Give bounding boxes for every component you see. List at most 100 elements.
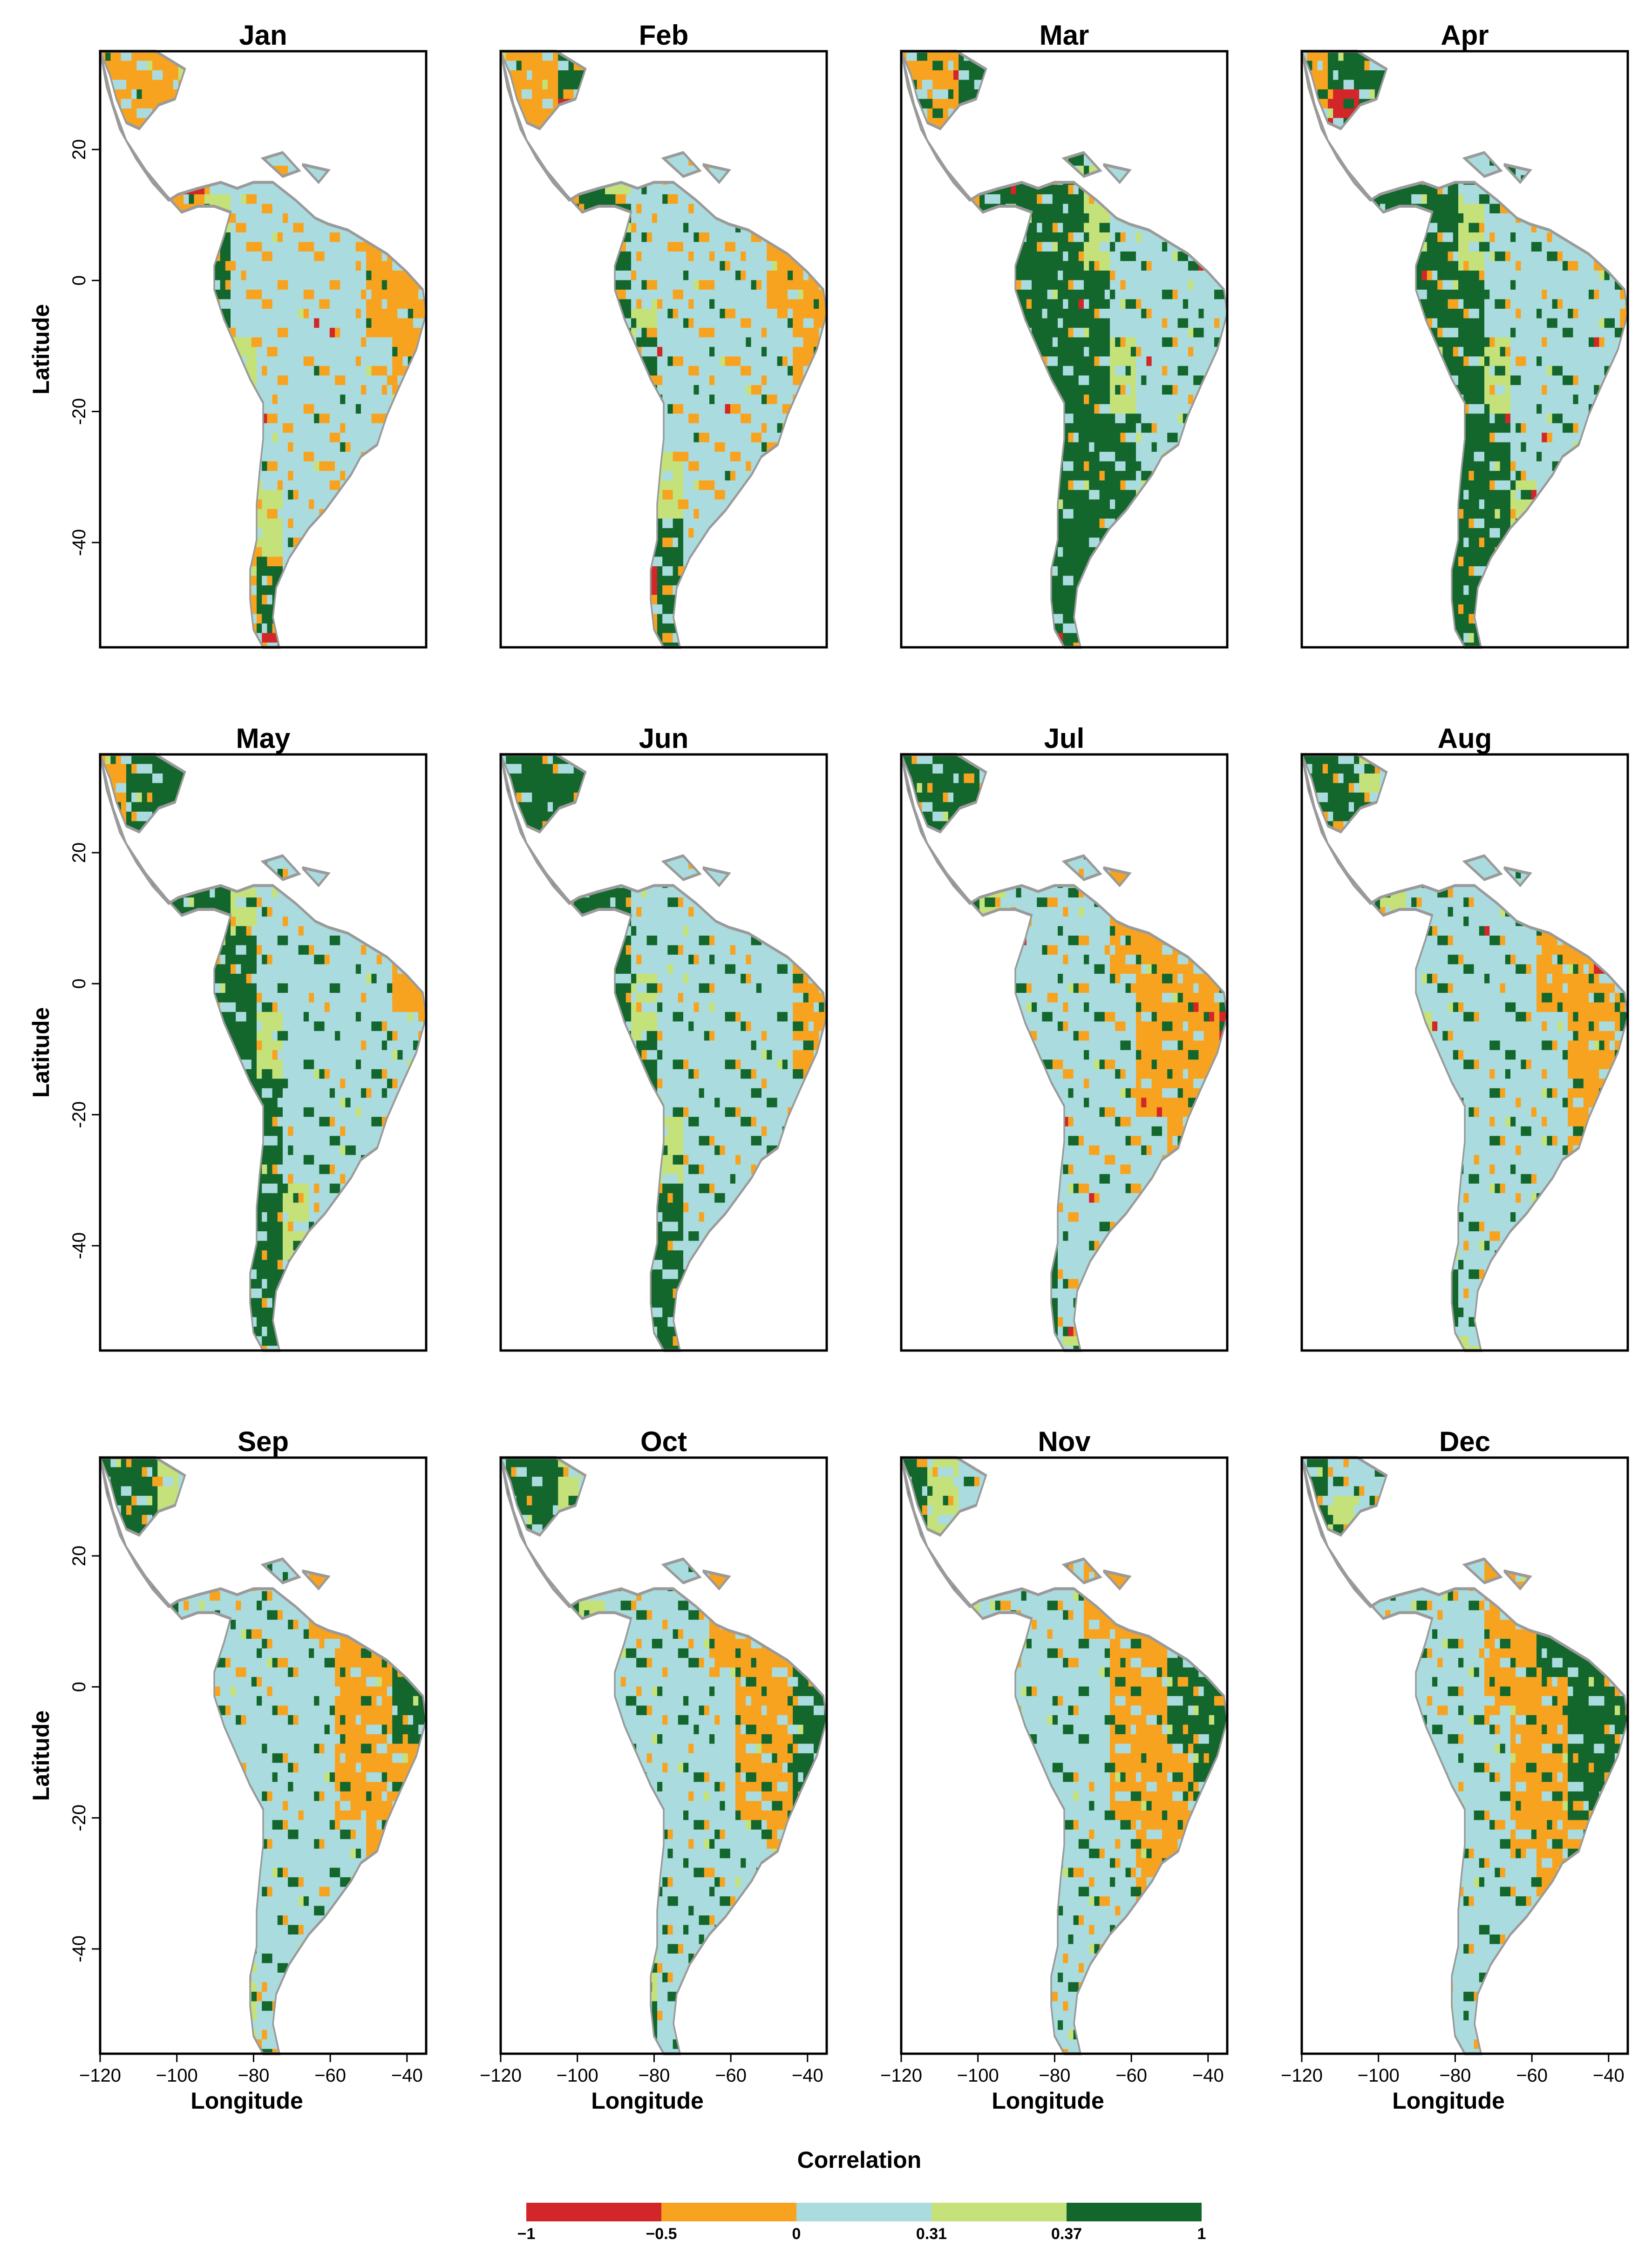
y-tick-label: -20 [69, 1805, 89, 1832]
x-tick-label: −80 [1439, 2065, 1471, 2086]
panel-frame [900, 50, 1229, 649]
panel-frame [499, 50, 828, 649]
legend-swatch [1067, 2203, 1202, 2221]
panel-frame [1300, 753, 1629, 1352]
x-tick-label: −100 [156, 2065, 198, 2086]
panel-frame [1300, 1456, 1629, 2055]
map-panel-jun: Jun [501, 723, 829, 1356]
x-axis-label: Longitude [190, 2088, 303, 2114]
map-panel-nov: Nov −120 −100 −80 −60 −40 [880, 1426, 1230, 2086]
x-tick-label: −40 [1593, 2065, 1625, 2086]
y-tick-label: -40 [69, 529, 89, 556]
legend-break-label: 0.37 [1051, 2225, 1082, 2243]
y-axis-label: Latitude [28, 1710, 54, 1801]
x-tick-label: −40 [1192, 2065, 1224, 2086]
map-panel-apr: Apr [1302, 20, 1631, 652]
panel-title: Jul [1044, 723, 1085, 754]
x-tick-label: −120 [880, 2065, 922, 2086]
y-tick-label: -20 [69, 1101, 89, 1128]
correlation-raster [1302, 754, 1628, 1351]
y-tick-label: -40 [69, 1935, 89, 1962]
panel-frame [499, 1456, 828, 2055]
x-tick-label: −120 [480, 2065, 522, 2086]
y-tick-label: 0 [69, 978, 89, 989]
x-tick-label: −60 [314, 2065, 346, 2086]
panel-title: Nov [1038, 1426, 1091, 1457]
x-tick-label: −120 [1281, 2065, 1323, 2086]
correlation-raster [501, 1458, 827, 2054]
map-panel-feb: Feb [501, 20, 829, 652]
panel-title: Aug [1438, 723, 1492, 754]
legend-swatch [931, 2203, 1067, 2221]
map-panel-jan: Jan 20 0 -20 -40 Latitude [28, 20, 429, 652]
correlation-raster [100, 754, 426, 1351]
correlation-raster [901, 51, 1227, 648]
legend-break-label: −1 [517, 2225, 536, 2243]
panel-frame [99, 753, 428, 1352]
panel-title: Feb [639, 20, 689, 51]
y-tick-label: 20 [69, 1546, 89, 1567]
legend-break-label: 0 [792, 2225, 801, 2243]
map-panel-sep: Sep 20 0 -20 -40 Latitude −120 −100 −80 −60 −40 [28, 1426, 429, 2086]
correlation-raster [1302, 1458, 1628, 2054]
x-tick-label: −40 [391, 2065, 423, 2086]
x-tick-label: −80 [238, 2065, 269, 2086]
x-tick-label: −80 [1039, 2065, 1070, 2086]
x-tick-label: −120 [79, 2065, 121, 2086]
correlation-raster [100, 1458, 426, 2054]
x-axis-label: Longitude [1392, 2088, 1505, 2114]
x-tick-label: −100 [1358, 2065, 1400, 2086]
panel-title: Jan [239, 20, 287, 51]
y-tick-label: -20 [69, 398, 89, 425]
y-tick-label: 0 [69, 1682, 89, 1692]
panel-frame [99, 50, 428, 649]
y-tick-label: 20 [69, 842, 89, 863]
map-panel-jul: Jul [901, 723, 1230, 1356]
x-tick-label: −100 [557, 2065, 598, 2086]
x-tick-label: −60 [1516, 2065, 1548, 2086]
panel-frame [900, 753, 1229, 1352]
y-axis-label: Latitude [28, 304, 54, 394]
panel-title: Oct [640, 1426, 687, 1457]
correlation-raster [1302, 51, 1628, 648]
panel-frame [900, 1456, 1229, 2055]
x-axis-label: Longitude [591, 2088, 704, 2114]
y-tick-label: 20 [69, 139, 89, 160]
correlation-legend: Correlation −1 −0.5 0 0.31 0.37 1 [517, 2147, 1206, 2243]
x-tick-label: −60 [1115, 2065, 1147, 2086]
x-tick-label: −40 [792, 2065, 823, 2086]
correlation-raster [901, 754, 1227, 1351]
legend-swatch [661, 2203, 796, 2221]
panel-title: Mar [1040, 20, 1089, 51]
map-panel-dec: Dec −120 −100 −80 −60 −40 [1281, 1426, 1631, 2086]
legend-break-label: 1 [1197, 2225, 1206, 2243]
legend-break-label: −0.5 [646, 2225, 677, 2243]
correlation-raster [901, 1458, 1227, 2054]
map-panel-aug: Aug [1302, 723, 1631, 1356]
panel-title: Dec [1439, 1426, 1490, 1457]
legend-break-label: 0.31 [916, 2225, 947, 2243]
x-tick-label: −60 [715, 2065, 747, 2086]
legend-title: Correlation [797, 2147, 922, 2173]
panel-title: Jun [639, 723, 689, 754]
legend-swatch [796, 2203, 931, 2221]
legend-swatch [526, 2203, 661, 2221]
correlation-raster [501, 51, 827, 648]
y-tick-label: -40 [69, 1232, 89, 1259]
panel-frame [499, 753, 828, 1352]
x-tick-label: −80 [638, 2065, 670, 2086]
panel-title: Sep [238, 1426, 289, 1457]
y-tick-label: 0 [69, 275, 89, 285]
map-panel-may: May 20 0 -20 -40 Latitude [28, 723, 429, 1356]
correlation-raster [501, 754, 827, 1351]
map-panel-oct: Oct −120 −100 −80 −60 −40 [480, 1426, 829, 2086]
panel-title: Apr [1441, 20, 1489, 51]
panel-title: May [236, 723, 291, 754]
panel-frame [99, 1456, 428, 2055]
panel-frame [1300, 50, 1629, 649]
correlation-raster [100, 51, 426, 648]
x-tick-label: −100 [957, 2065, 999, 2086]
x-axis-label: Longitude [992, 2088, 1104, 2114]
y-axis-label: Latitude [28, 1007, 54, 1098]
